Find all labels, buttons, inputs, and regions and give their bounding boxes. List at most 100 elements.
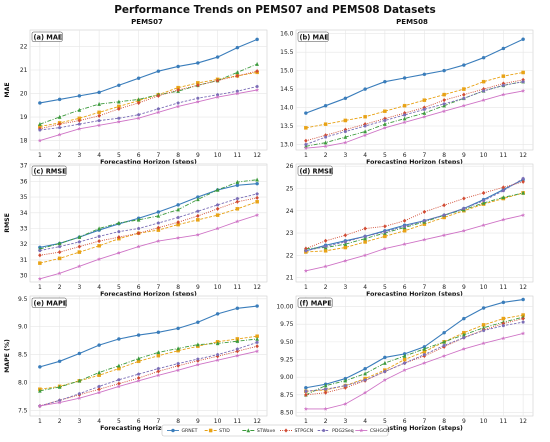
series-line (305, 318, 524, 396)
y-tick-label: 8.50 (280, 409, 294, 416)
panel-tag-box (31, 165, 67, 176)
data-point (382, 246, 388, 251)
y-tick-label: 26 (286, 163, 294, 170)
data-point (402, 113, 407, 117)
y-axis-label: MAE (4, 82, 11, 97)
series-cshgcn (303, 331, 526, 411)
data-point (156, 238, 161, 243)
data-point (481, 79, 486, 84)
panel-tag-box (31, 31, 63, 42)
series-cshgcn (303, 88, 526, 150)
data-point (520, 88, 526, 93)
data-point (57, 114, 62, 119)
series-line (305, 214, 524, 272)
data-point (362, 390, 368, 395)
series-line (39, 70, 258, 130)
y-tick-label: 15.5 (280, 49, 294, 56)
data-point (323, 249, 328, 253)
data-point (422, 107, 427, 111)
data-point (97, 110, 101, 115)
data-point (441, 108, 447, 114)
series-line (39, 214, 258, 280)
legend: GRNET STID STWave STPGCN PDG2Seq CSHGCN (161, 424, 390, 437)
data-point (323, 244, 328, 248)
data-point (442, 92, 446, 97)
data-point (116, 250, 122, 255)
y-axis-label: MAPE (%) (4, 339, 11, 373)
data-point (402, 357, 407, 362)
series-cshgcn (37, 212, 260, 281)
data-point (255, 304, 259, 308)
data-point (323, 390, 328, 395)
data-point (136, 244, 141, 249)
data-point (77, 395, 82, 400)
data-point (303, 268, 309, 273)
data-point (77, 122, 82, 126)
data-point (57, 384, 62, 389)
data-point (176, 203, 180, 207)
panel-tag: (c) RMSE (34, 167, 68, 175)
data-point (196, 61, 200, 65)
data-point (117, 337, 121, 341)
x-tick-label: 8 (442, 152, 446, 159)
x-tick-label: 7 (156, 284, 160, 291)
data-point (501, 217, 506, 222)
y-tick-label: 15.0 (280, 68, 294, 75)
x-tick-label: 3 (343, 418, 347, 425)
legend-marker (359, 428, 364, 433)
x-tick-label: 7 (422, 284, 426, 291)
series-line (305, 72, 524, 129)
y-tick-label: 8.5 (18, 352, 28, 359)
data-point (422, 218, 427, 223)
data-point (441, 232, 447, 238)
y-tick-label: 33 (20, 226, 28, 233)
data-point (422, 209, 427, 215)
data-point (343, 245, 348, 250)
data-point (38, 248, 42, 252)
data-point (501, 188, 506, 193)
x-tick-label: 6 (137, 152, 141, 159)
data-point (37, 403, 43, 408)
panel-c: 1 2 3 4 5 6 7 8 9 10 11 123031323334353637Forecasti… (4, 163, 268, 298)
data-point (235, 196, 240, 201)
series-line (39, 38, 258, 104)
data-point (323, 383, 328, 388)
y-tick-label: 22 (286, 252, 294, 259)
data-point (383, 224, 387, 229)
column-title-pems08: PEMS08 (396, 18, 428, 26)
y-tick-label: 20 (20, 91, 28, 98)
data-point (362, 132, 368, 138)
x-tick-label: 10 (480, 152, 488, 159)
data-point (402, 76, 407, 80)
data-point (38, 101, 42, 105)
panel-f: 1 2 3 4 5 6 7 8 9 10 11 128.508.759.009.259.509.751… (276, 295, 534, 432)
legend-entry-stid: STID (204, 428, 230, 434)
data-point (481, 55, 486, 60)
y-tick-label: 23 (286, 230, 294, 237)
data-point (501, 195, 506, 200)
data-point (481, 328, 486, 333)
x-tick-label: 11 (234, 152, 242, 159)
x-tick-label: 1 (304, 284, 308, 291)
panel-e: 1 2 3 4 5 6 7 8 9 10 11 127.58.08.59.09.5Forecastin… (4, 295, 268, 432)
series-line (39, 201, 258, 264)
x-tick-label: 9 (196, 418, 200, 425)
y-tick-label: 35 (20, 194, 28, 201)
data-point (442, 343, 446, 347)
y-tick-label: 9.50 (280, 339, 294, 346)
x-tick-label: 9 (196, 284, 200, 291)
data-point (77, 126, 82, 131)
y-tick-label: 19 (20, 114, 28, 121)
data-point (136, 115, 141, 121)
series-cshgcn (37, 349, 260, 408)
data-point (461, 103, 467, 108)
data-point (501, 83, 506, 87)
data-point (77, 378, 82, 383)
series-line (305, 90, 524, 149)
series-line (39, 193, 258, 251)
series-line (305, 192, 524, 250)
data-point (442, 203, 446, 208)
series-stid (304, 70, 525, 130)
data-point (176, 207, 180, 212)
data-point (402, 361, 407, 365)
